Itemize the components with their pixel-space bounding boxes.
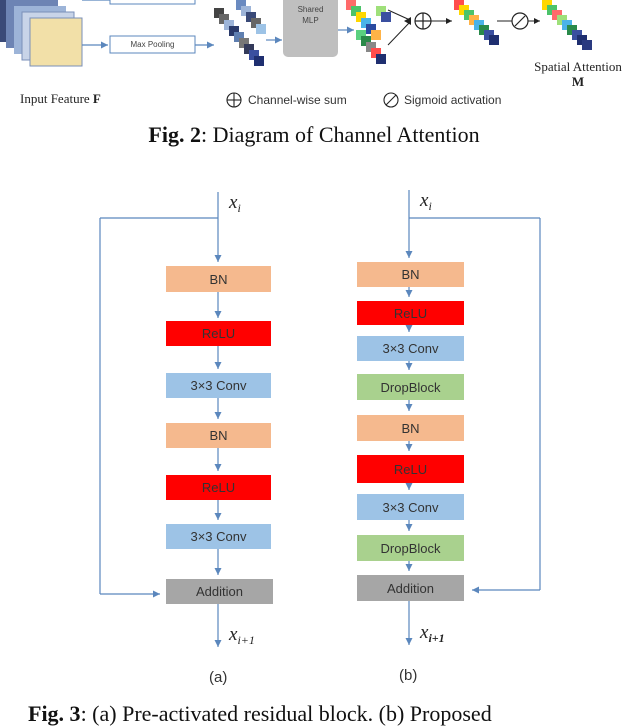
fig3-caption: Fig. 3: (a) Pre-activated residual block… [28,701,492,727]
shared-mlp-label: Shared MLP [297,5,324,25]
fig2-caption: Fig. 2: Diagram of Channel Attention [0,122,628,148]
block-a-input-label: xi [229,192,241,215]
block-b-relu-2: ReLU [357,455,464,483]
block-a-bn-1: BN [166,266,271,292]
pooled-features [214,0,266,66]
block-b-connectors [405,190,541,645]
block-b-relu-1: ReLU [357,301,464,325]
input-feature-label: Input Feature [20,91,90,106]
merge-arrowhead [404,17,411,25]
block-b-dropblock-2: DropBlock [357,535,464,561]
legend-sigmoid-label: Sigmoid activation [404,93,502,107]
shared-mlp-box [283,0,338,57]
block-a-conv-2: 3×3 Conv [166,524,271,549]
block-b-sublabel: (b) [399,667,418,684]
block-b-bn-1: BN [357,262,464,287]
merge-line-bottom [387,21,411,46]
block-b-conv-1: 3×3 Conv [357,336,464,361]
block-a-relu-1: ReLU [166,321,271,346]
merge-line-top [387,9,411,21]
sigmoid-operator [511,12,529,30]
block-a-relu-2: ReLU [166,475,271,500]
block-a-connectors [99,192,222,647]
max-pooling-box [109,35,196,54]
spatial-attention-symbol: M [571,74,585,89]
spatial-attention-caption: Spatial Attention M [528,59,628,89]
summed-features [454,0,499,45]
input-feature-symbol: F [92,91,101,106]
avg-pooling-box [109,0,196,5]
block-b-output-label: xi+1 [420,622,445,645]
fig3-caption-prefix: Fig. 3 [28,701,81,726]
input-feature-caption: Input Feature F [20,91,101,107]
max-pooling-label: Max Pooling [130,40,175,49]
pooling-arrows [82,0,214,49]
fig2-caption-prefix: Fig. 2 [148,122,201,147]
attention-output-features [542,0,592,50]
fig3-caption-text: : (a) Pre-activated residual block. (b) … [80,701,492,726]
block-a-output-label: xi+1 [229,624,255,647]
block-b-input-label: xi [420,190,432,213]
mlp-output-features [346,0,391,64]
block-a-addition: Addition [166,579,273,604]
channel-sum-operator [414,12,432,30]
block-a-bn-2: BN [166,423,271,448]
block-b-bn-2: BN [357,415,464,441]
legend-sigmoid-icon [383,92,399,108]
legend-sum-icon [226,92,242,108]
spatial-attention-label: Spatial Attention [534,59,622,74]
input-feature-stack [0,0,83,67]
legend-sum-label: Channel-wise sum [248,93,347,107]
block-b-conv-2: 3×3 Conv [357,494,464,520]
block-a-sublabel: (a) [209,669,228,686]
block-b-addition: Addition [357,575,464,601]
block-a-conv-1: 3×3 Conv [166,373,271,398]
fig2-caption-text: : Diagram of Channel Attention [200,122,480,147]
block-b-dropblock-1: DropBlock [357,374,464,400]
